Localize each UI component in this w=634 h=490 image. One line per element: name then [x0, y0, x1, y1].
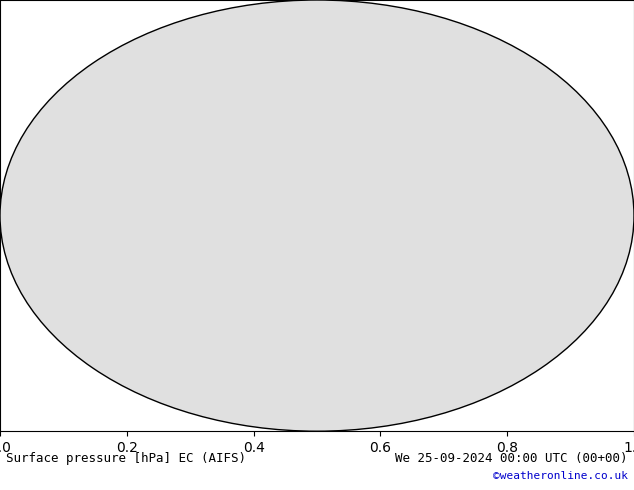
Text: We 25-09-2024 00:00 UTC (00+00): We 25-09-2024 00:00 UTC (00+00) — [395, 452, 628, 465]
Ellipse shape — [0, 0, 634, 431]
Text: ©weatheronline.co.uk: ©weatheronline.co.uk — [493, 471, 628, 481]
Text: Surface pressure [hPa] EC (AIFS): Surface pressure [hPa] EC (AIFS) — [6, 452, 247, 465]
